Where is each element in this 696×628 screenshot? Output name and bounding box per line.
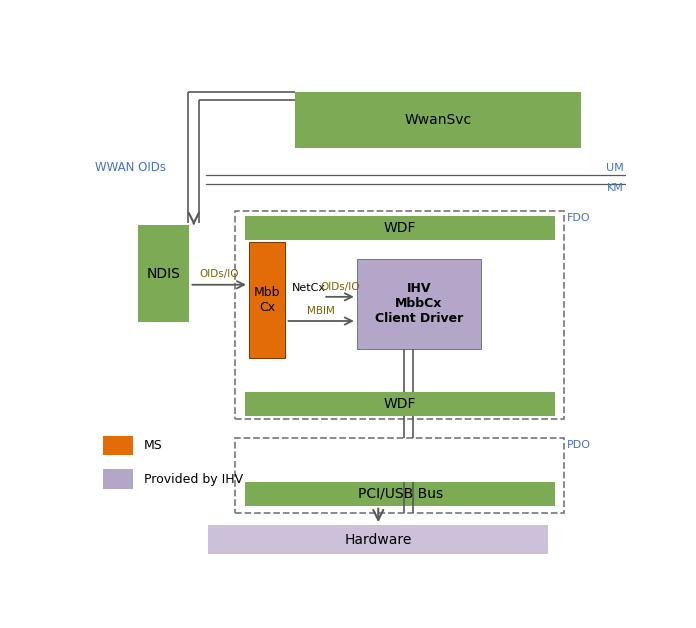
Text: PDO: PDO: [567, 440, 591, 450]
Text: WDF: WDF: [384, 397, 416, 411]
FancyBboxPatch shape: [103, 470, 133, 489]
Text: NetCx: NetCx: [292, 283, 326, 293]
FancyBboxPatch shape: [245, 482, 555, 506]
Text: FDO: FDO: [567, 213, 591, 223]
Text: PCI/USB Bus: PCI/USB Bus: [358, 487, 443, 501]
FancyBboxPatch shape: [294, 92, 580, 148]
Text: WWAN OIDs: WWAN OIDs: [95, 161, 166, 174]
FancyBboxPatch shape: [139, 225, 189, 322]
FancyBboxPatch shape: [249, 242, 285, 358]
FancyBboxPatch shape: [103, 436, 133, 455]
Text: OIDs/IO: OIDs/IO: [320, 282, 360, 292]
Text: OIDs/IO: OIDs/IO: [199, 269, 239, 279]
Text: MBIM: MBIM: [307, 306, 335, 316]
Text: WwanSvc: WwanSvc: [404, 113, 471, 127]
FancyBboxPatch shape: [245, 392, 555, 416]
Text: NDIS: NDIS: [147, 267, 181, 281]
FancyBboxPatch shape: [356, 259, 481, 349]
Text: Hardware: Hardware: [345, 533, 412, 546]
FancyBboxPatch shape: [245, 215, 555, 240]
Text: MS: MS: [143, 439, 162, 452]
Text: Mbb
Cx: Mbb Cx: [254, 286, 280, 314]
Text: IHV
MbbCx
Client Driver: IHV MbbCx Client Driver: [374, 283, 463, 325]
Text: KM: KM: [607, 183, 624, 193]
FancyBboxPatch shape: [208, 525, 548, 554]
Text: Provided by IHV: Provided by IHV: [143, 473, 243, 485]
Text: WDF: WDF: [384, 220, 416, 235]
Text: UM: UM: [606, 163, 624, 173]
